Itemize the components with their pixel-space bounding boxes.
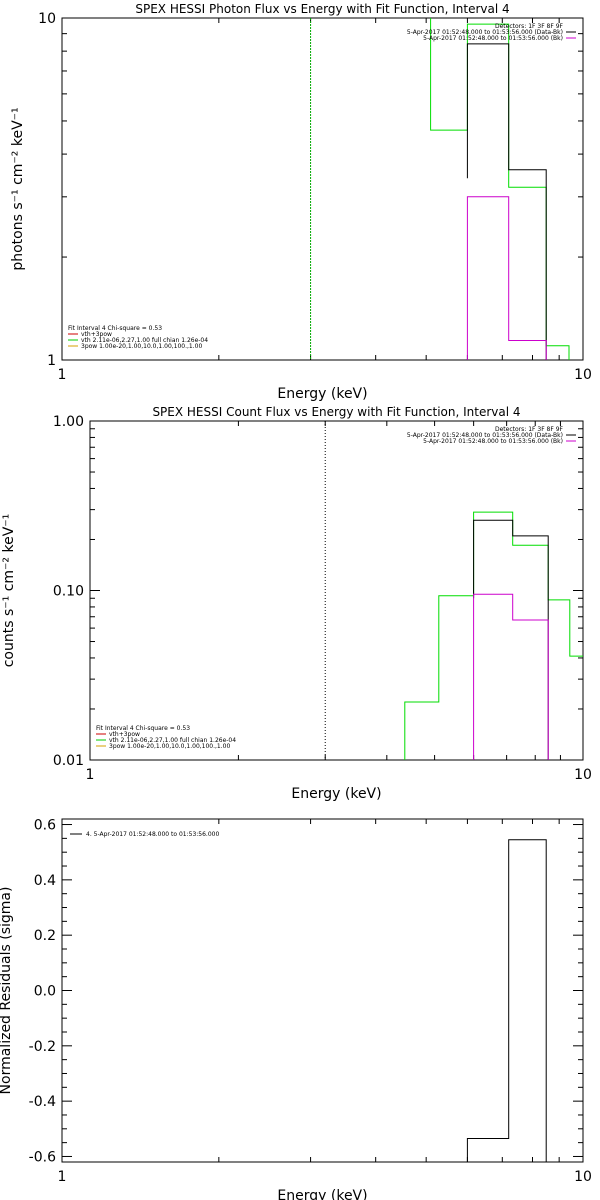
series-line	[473, 519, 549, 760]
series-line	[404, 511, 583, 760]
plot-frame	[61, 17, 584, 361]
legend-entry: 5-Apr-2017 01:52:48.000 to 01:53:56.000 …	[407, 29, 563, 36]
x-axis-label: Energy (keV)	[277, 1188, 367, 1200]
legend-entry: 5-Apr-2017 01:52:48.000 to 01:53:56.000 …	[423, 438, 563, 445]
series-group	[404, 511, 583, 760]
panel-1: SPEX HESSI Photon Flux vs Energy with Fi…	[10, 2, 592, 402]
y-tick-label: 1.00	[53, 414, 84, 430]
legend-header: Detectors: 1F 3F 8F 9F	[495, 426, 564, 433]
x-tick-label: 1	[86, 767, 95, 783]
x-axis-label: Energy (keV)	[277, 386, 367, 402]
x-tick-label: 10	[574, 367, 592, 383]
y-tick-label: -0.2	[29, 1039, 56, 1055]
y-tick-label: -0.6	[29, 1149, 56, 1165]
series-group	[430, 18, 570, 360]
y-tick-label: 0.10	[53, 584, 84, 600]
legend-header: Fit Interval 4 Chi-square = 0.53	[68, 325, 162, 332]
series-line	[430, 18, 570, 360]
x-tick-label: 1	[58, 1169, 67, 1185]
x-tick-label: 10	[574, 1169, 592, 1185]
series-line	[466, 43, 547, 360]
series-group	[466, 839, 547, 1162]
chart-title: SPEX HESSI Count Flux vs Energy with Fit…	[152, 405, 520, 419]
y-tick-label: 0.01	[53, 753, 84, 769]
legend-entry: 3pow 1.00e-20,1.00,10.0,1.00,100.,1.00	[81, 343, 202, 350]
legend-entry: vth+3pow	[109, 731, 140, 738]
y-axis-label: counts s⁻¹ cm⁻² keV⁻¹	[1, 514, 17, 668]
y-axis-label: photons s⁻¹ cm⁻² keV⁻¹	[10, 107, 26, 270]
x-tick-label: 10	[574, 767, 592, 783]
y-tick-label: 1	[47, 353, 56, 369]
panel-3: 1 10 -0.6 -0.4 -0.2 0.0 0.2 0.4 0.6 Energy (keV) N…	[0, 818, 592, 1200]
plot-frame	[89, 420, 584, 761]
legend-entry: 5-Apr-2017 01:52:48.000 to 01:53:56.000 …	[423, 35, 563, 42]
y-tick-label: 0.0	[34, 984, 56, 1000]
legend-header: Detectors: 1F 3F 8F 9F	[495, 23, 564, 30]
x-axis-label: Energy (keV)	[291, 786, 381, 802]
y-tick-label: -0.4	[29, 1094, 56, 1110]
legend-entry: 4. 5-Apr-2017 01:52:48.000 to 01:53:56.0…	[86, 831, 219, 838]
y-axis-label: Normalized Residuals (sigma)	[0, 887, 14, 1095]
chart-title: SPEX HESSI Photon Flux vs Energy with Fi…	[135, 2, 509, 16]
legend-entry: vth+3pow	[81, 331, 112, 338]
panel-2: SPEX HESSI Count Flux vs Energy with Fit…	[1, 405, 592, 802]
y-tick-label: 0.6	[34, 818, 56, 834]
y-tick-label: 0.2	[34, 928, 56, 944]
legend-entry: vth 2.11e-06,2.27,1.00 full chian 1.26e-…	[81, 337, 208, 344]
series-line	[466, 839, 547, 1162]
legend-header: Fit Interval 4 Chi-square = 0.53	[96, 725, 190, 732]
x-tick-label: 1	[58, 367, 67, 383]
legend-entry: 5-Apr-2017 01:52:48.000 to 01:53:56.000 …	[407, 432, 563, 439]
plot-frame	[61, 818, 584, 1163]
series-line	[466, 196, 547, 360]
legend-entry: 3pow 1.00e-20,1.00,10.0,1.00,100.,1.00	[109, 743, 230, 750]
y-tick-label: 0.4	[34, 873, 56, 889]
legend-entry: vth 2.11e-06,2.27,1.00 full chian 1.26e-…	[109, 737, 236, 744]
series-line	[473, 593, 549, 760]
y-tick-label: 10	[38, 11, 56, 27]
